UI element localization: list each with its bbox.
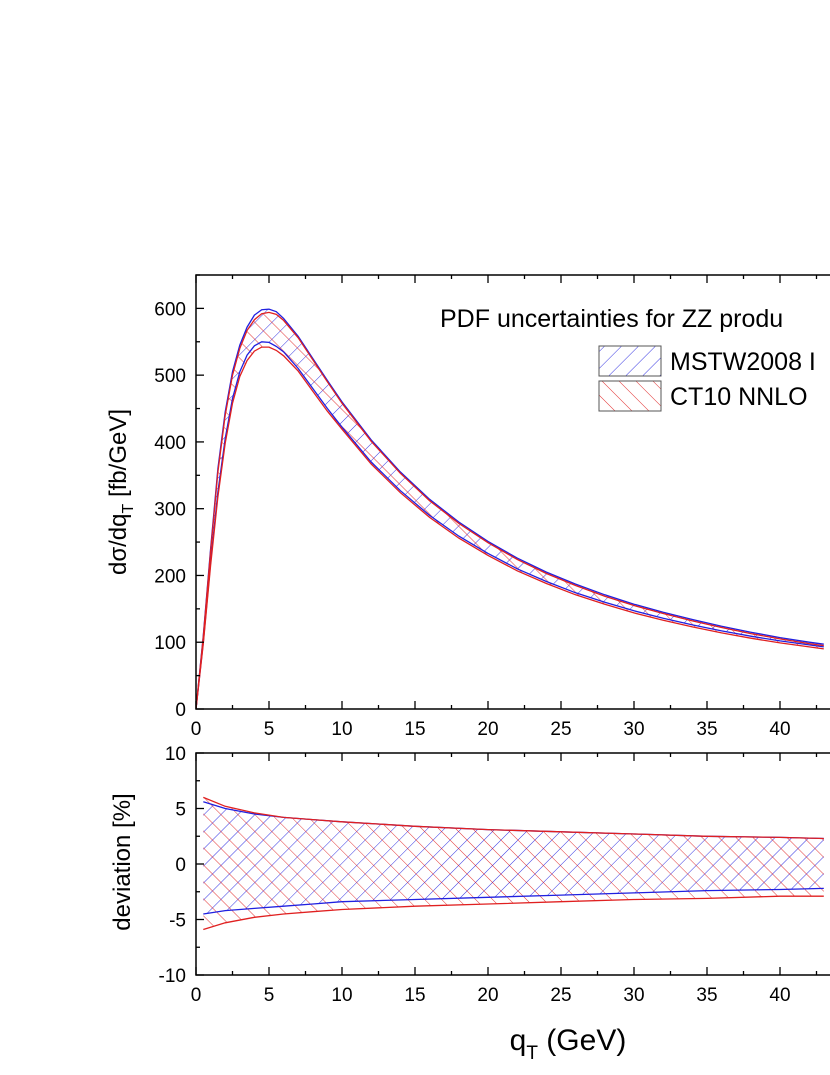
bottom-series-layer — [203, 796, 824, 931]
x-tick-label: 40 — [769, 719, 790, 740]
y-tick-label: 5 — [175, 800, 186, 821]
x-axis-label-sub: T — [526, 1043, 538, 1064]
x-tick-label: 20 — [477, 985, 498, 1006]
legend-label-mstw: MSTW2008 I — [670, 348, 816, 376]
top-y-axis-label-sub: T — [120, 503, 137, 513]
y-tick-label: -5 — [169, 911, 186, 932]
legend-swatch-mstw — [598, 345, 662, 377]
y-tick-label: 0 — [175, 700, 186, 721]
top-title: PDF uncertainties for ZZ produ — [440, 305, 783, 333]
x-tick-label: 10 — [331, 719, 352, 740]
top-y-axis-label: dσ/dqT [fb/GeV] — [105, 409, 137, 575]
top-y-axis-label-main: dσ/dq — [105, 513, 132, 575]
y-tick-label: 10 — [165, 744, 186, 765]
x-tick-label: 5 — [264, 985, 275, 1006]
line-ct10-lower — [203, 895, 824, 931]
x-tick-label: 0 — [191, 985, 202, 1006]
legend-label-ct10: CT10 NNLO — [670, 383, 808, 411]
band-ct10 — [203, 797, 824, 930]
x-tick-label: 15 — [404, 719, 425, 740]
x-tick-label: 35 — [696, 719, 717, 740]
x-tick-label: 10 — [331, 985, 352, 1006]
bottom-axes: 0 5 10 15 20 25 30 35 40 -10 -5 0 5 10 — [159, 744, 830, 1006]
line-mstw-upper — [196, 308, 824, 709]
x-tick-label: 20 — [477, 719, 498, 740]
line-ct10-lower — [196, 346, 824, 709]
x-axis-label: qT (GeV) — [510, 1024, 627, 1064]
x-tick-label: 25 — [550, 985, 571, 1006]
y-tick-label: 500 — [154, 366, 186, 387]
x-tick-label: 40 — [769, 985, 790, 1006]
legend: MSTW2008 I CT10 NNLO — [598, 345, 816, 412]
y-tick-label: 300 — [154, 500, 186, 521]
bottom-y-axis-label: deviation [%] — [109, 793, 136, 930]
y-tick-label: 200 — [154, 566, 186, 587]
top-series-layer — [196, 308, 824, 709]
line-mstw-lower — [196, 341, 824, 709]
y-tick-label: 100 — [154, 633, 186, 654]
x-tick-label: 15 — [404, 985, 425, 1006]
y-tick-label: 0 — [175, 855, 186, 876]
y-tick-label: 600 — [154, 299, 186, 320]
plot-frame — [195, 274, 830, 710]
line-ct10-upper — [203, 796, 824, 840]
x-tick-label: 25 — [550, 719, 571, 740]
legend-item-ct10: CT10 NNLO — [598, 380, 808, 412]
legend-item-mstw: MSTW2008 I — [598, 345, 816, 377]
legend-swatch-ct10 — [598, 380, 662, 412]
x-axis-label-tail: (GeV) — [538, 1024, 626, 1057]
x-tick-label: 30 — [623, 985, 644, 1006]
x-tick-label: 35 — [696, 985, 717, 1006]
x-tick-label: 5 — [264, 719, 275, 740]
y-tick-label: 400 — [154, 433, 186, 454]
x-tick-label: 30 — [623, 719, 644, 740]
top-y-axis-label-tail: [fb/GeV] — [105, 409, 132, 504]
x-axis-label-main: q — [510, 1024, 527, 1057]
y-tick-label: -10 — [159, 966, 186, 987]
x-tick-label: 0 — [191, 719, 202, 740]
line-ct10-upper — [196, 311, 824, 709]
line-mstw-lower — [203, 887, 824, 915]
